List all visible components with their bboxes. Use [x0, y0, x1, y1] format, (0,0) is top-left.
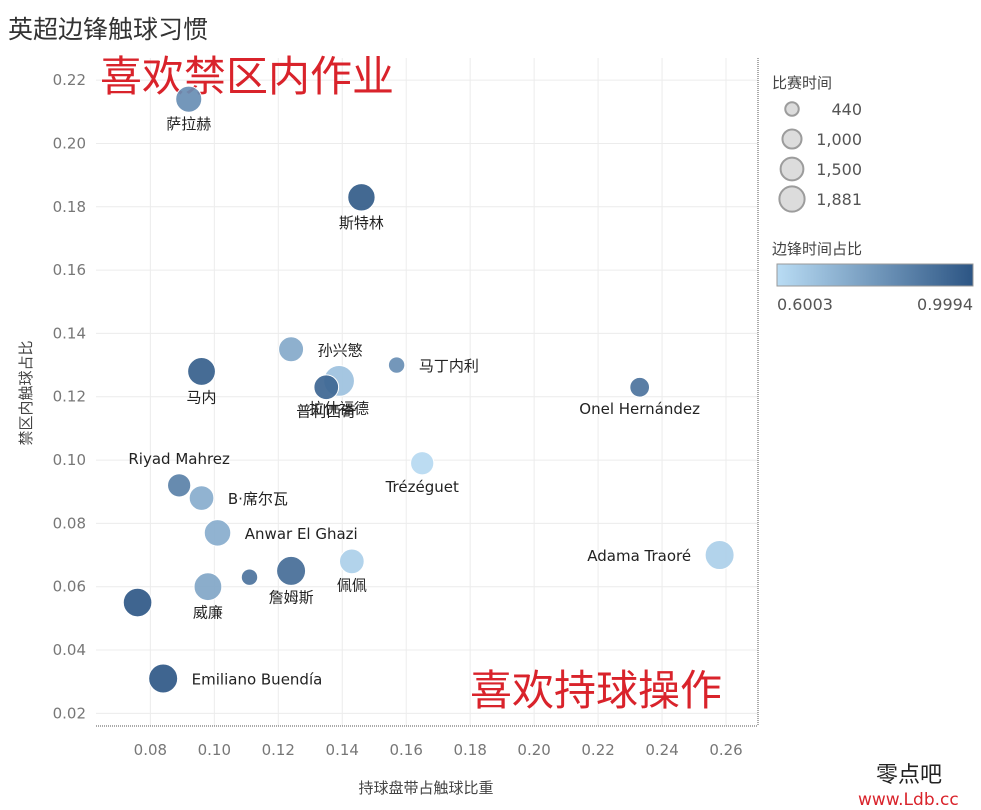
- data-point: [148, 663, 179, 694]
- point-label: Emiliano Buendía: [192, 671, 323, 689]
- watermark-url: www.Ldb.cc: [858, 790, 959, 810]
- watermark-logo: 零点吧: [876, 763, 942, 788]
- y-axis-title: 禁区内触球占比: [17, 340, 35, 445]
- size-legend-title: 比赛时间: [772, 74, 832, 92]
- data-point: [313, 374, 340, 401]
- y-tick-label: 0.18: [53, 198, 86, 216]
- x-tick-label: 0.24: [645, 741, 678, 759]
- size-legend-circle: [781, 128, 803, 150]
- data-point: [704, 540, 735, 571]
- point-label: 马丁内利: [419, 357, 479, 375]
- y-axis-ticks: 0.02 0.04 0.06 0.08 0.10 0.12 0.14 0.16 0.18 0.20…: [53, 71, 86, 722]
- point-label: Trézéguet: [385, 478, 459, 496]
- y-tick-label: 0.14: [53, 324, 86, 342]
- x-tick-label: 0.20: [517, 741, 550, 759]
- point-label: 萨拉赫: [166, 115, 211, 133]
- data-point: [240, 568, 259, 586]
- data-point: [410, 451, 435, 476]
- y-tick-label: 0.08: [53, 514, 86, 532]
- data-point: [347, 183, 376, 212]
- point-label: 马内: [187, 388, 217, 406]
- data-point: [338, 548, 365, 575]
- size-legend-circle: [778, 185, 806, 213]
- x-tick-label: 0.16: [390, 741, 423, 759]
- x-tick-label: 0.10: [198, 741, 231, 759]
- data-point: [276, 555, 307, 586]
- x-tick-label: 0.22: [581, 741, 614, 759]
- point-label: B·席尔瓦: [228, 490, 288, 508]
- color-legend-min: 0.6003: [777, 295, 833, 314]
- data-point: [122, 587, 153, 618]
- data-point: [187, 357, 216, 386]
- data-point: [387, 356, 406, 374]
- data-point: [167, 473, 192, 498]
- y-tick-label: 0.20: [53, 134, 86, 152]
- color-legend-max: 0.9994: [917, 295, 973, 314]
- annotation-bottom-right: 喜欢持球操作: [470, 666, 722, 715]
- point-label: 孙兴慜: [318, 341, 363, 359]
- size-legend-label: 440: [831, 100, 862, 119]
- data-point: [278, 336, 305, 363]
- data-points: [122, 85, 735, 694]
- x-axis-ticks: 0.08 0.10 0.12 0.14 0.16 0.18 0.20 0.22 0.24 0.26: [134, 741, 743, 759]
- data-point: [175, 85, 203, 113]
- color-legend-bar: [776, 263, 974, 287]
- point-label: Anwar El Ghazi: [245, 525, 358, 543]
- y-tick-label: 0.16: [53, 261, 86, 279]
- annotation-top-left: 喜欢禁区内作业: [100, 52, 394, 101]
- data-point: [193, 572, 223, 602]
- size-legend-label: 1,500: [816, 160, 862, 179]
- data-point: [629, 376, 651, 398]
- point-label: Onel Hernández: [579, 400, 700, 418]
- chart-title: 英超边锋触球习惯: [8, 15, 208, 44]
- y-tick-label: 0.04: [53, 641, 86, 659]
- size-legend-circle: [784, 101, 800, 117]
- point-label: 佩佩: [337, 577, 367, 595]
- point-label: Riyad Mahrez: [128, 450, 230, 468]
- y-tick-label: 0.22: [53, 71, 86, 89]
- point-label: 斯特林: [339, 214, 384, 232]
- data-point: [188, 485, 215, 511]
- data-point: [203, 519, 232, 547]
- y-tick-label: 0.12: [53, 388, 86, 406]
- y-tick-label: 0.06: [53, 578, 86, 596]
- size-legend-label: 1,000: [816, 130, 862, 149]
- x-tick-label: 0.26: [709, 741, 742, 759]
- size-legend-label: 1,881: [816, 190, 862, 209]
- size-legend: 440 1,000 1,500 1,881: [778, 100, 862, 213]
- point-label: 威廉: [193, 604, 223, 622]
- size-legend-circle: [779, 156, 805, 182]
- point-label: 拉什福德: [309, 399, 369, 417]
- point-label: Adama Traoré: [587, 547, 691, 565]
- x-tick-label: 0.14: [326, 741, 359, 759]
- x-axis-title: 持球盘带占触球比重: [358, 779, 493, 797]
- point-label: 詹姆斯: [269, 588, 314, 606]
- grid: [96, 58, 758, 726]
- x-tick-label: 0.08: [134, 741, 167, 759]
- y-tick-label: 0.10: [53, 451, 86, 469]
- point-label: 普利西奇: [296, 403, 356, 421]
- x-tick-label: 0.18: [453, 741, 486, 759]
- color-legend-title: 边锋时间占比: [772, 240, 862, 258]
- y-tick-label: 0.02: [53, 704, 86, 722]
- x-tick-label: 0.12: [262, 741, 295, 759]
